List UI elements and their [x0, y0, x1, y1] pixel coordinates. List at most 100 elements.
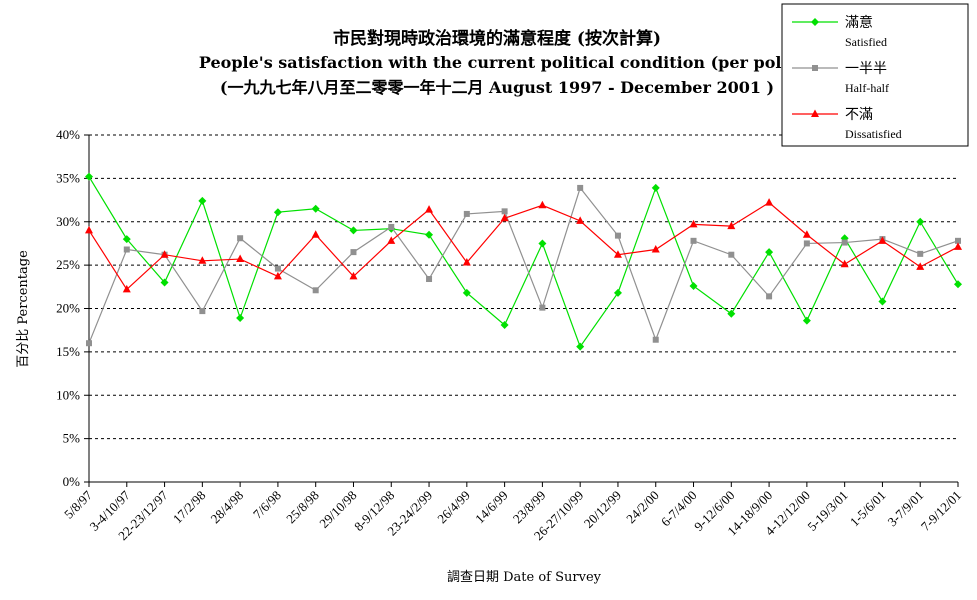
- chart-subtitle-period: (一九九七年八月至二零零一年十二月 August 1997 - December…: [220, 78, 774, 97]
- y-tick-label: 20%: [56, 301, 80, 316]
- series-dissatisfied: [85, 198, 962, 293]
- data-point: [312, 287, 319, 294]
- data-point: [651, 245, 660, 253]
- legend-label: 不滿: [845, 107, 873, 123]
- data-point: [311, 230, 320, 238]
- data-point: [388, 223, 395, 230]
- data-point: [613, 288, 622, 297]
- data-point: [237, 235, 244, 242]
- legend-marker: [812, 65, 818, 71]
- data-point: [577, 184, 584, 191]
- data-point: [765, 248, 774, 257]
- legend-item: 一半半 Half-half: [792, 61, 889, 95]
- data-point: [840, 259, 849, 268]
- data-point: [917, 250, 924, 257]
- data-point: [916, 262, 925, 270]
- data-point: [916, 217, 925, 226]
- y-tick-label: 35%: [56, 170, 80, 185]
- data-point: [841, 239, 848, 246]
- data-point: [199, 308, 206, 315]
- y-tick-label: 15%: [56, 344, 80, 359]
- y-tick-label: 0%: [63, 474, 81, 489]
- data-point: [727, 309, 736, 318]
- series-area: [85, 172, 962, 351]
- data-point: [350, 249, 357, 256]
- y-tick-label: 25%: [56, 257, 80, 272]
- data-point: [122, 284, 131, 293]
- data-point: [802, 316, 811, 325]
- x-axis-label: 調查日期 Date of Survey: [447, 570, 602, 585]
- data-point: [273, 208, 282, 217]
- series-line: [88, 176, 959, 348]
- data-point: [690, 237, 697, 244]
- data-point: [803, 240, 810, 247]
- data-point: [500, 320, 509, 329]
- data-point: [501, 208, 508, 215]
- data-point: [349, 271, 358, 280]
- data-point: [689, 219, 698, 228]
- data-point: [651, 183, 660, 192]
- data-point: [274, 265, 281, 272]
- data-point: [689, 281, 698, 290]
- data-point: [86, 340, 92, 347]
- y-tick-label: 30%: [56, 214, 80, 229]
- legend-item: 不滿 Dissatisfied: [792, 107, 902, 141]
- data-point: [765, 198, 774, 206]
- legend-marker: [811, 109, 819, 117]
- data-point: [425, 205, 434, 213]
- legend-label: 一半半: [845, 61, 887, 77]
- data-point: [122, 235, 131, 244]
- legend-label: 滿意: [845, 14, 873, 31]
- data-point: [802, 230, 811, 238]
- chart-title: 市民對現時政治環境的滿意程度 (按次計算): [333, 28, 661, 49]
- y-axis-label: 百分比 Percentage: [16, 250, 31, 368]
- data-point: [538, 200, 547, 209]
- legend-items: 滿意 Satisfied 一半半 Half-half 不滿 Dissatisfied: [792, 14, 902, 141]
- data-point: [766, 293, 773, 300]
- legend-label-en: Dissatisfied: [845, 127, 902, 141]
- data-point: [727, 221, 736, 230]
- data-point: [387, 236, 396, 244]
- legend: 滿意 Satisfied 一半半 Half-half 不滿 Dissatisfied: [781, 3, 969, 147]
- data-point: [160, 278, 169, 287]
- data-point: [954, 242, 962, 250]
- data-point: [198, 256, 207, 264]
- data-point: [614, 232, 621, 239]
- legend-label-en: Satisfied: [845, 35, 887, 49]
- axes: [84, 134, 959, 487]
- y-tick-labels: 0% 5% 10% 15% 20% 25% 30% 35% 40%: [56, 127, 80, 489]
- data-point: [463, 210, 470, 217]
- data-point: [198, 196, 207, 205]
- data-point: [462, 258, 471, 266]
- series-line: [88, 201, 959, 291]
- data-point: [85, 225, 93, 234]
- series-half-half: [86, 184, 961, 347]
- data-point: [539, 304, 546, 311]
- data-point: [878, 236, 887, 244]
- data-point: [954, 280, 962, 289]
- data-point: [160, 250, 169, 258]
- series-satisfied: [85, 172, 962, 351]
- data-point: [955, 237, 961, 244]
- data-point: [425, 230, 434, 239]
- series-line: [88, 186, 959, 344]
- data-point: [85, 172, 93, 181]
- legend-box: [781, 3, 969, 147]
- data-point: [236, 254, 245, 263]
- data-point: [500, 213, 509, 222]
- chart-subtitle: People's satisfaction with the current p…: [199, 53, 795, 72]
- data-point: [652, 336, 659, 343]
- data-point: [123, 246, 130, 253]
- data-point: [878, 297, 887, 306]
- legend-label-en: Half-half: [845, 81, 889, 95]
- data-point: [273, 271, 282, 280]
- data-point: [426, 276, 433, 283]
- y-tick-label: 10%: [56, 387, 80, 402]
- data-point: [728, 251, 735, 258]
- data-point: [538, 239, 547, 248]
- data-point: [236, 314, 245, 323]
- data-point: [576, 342, 585, 351]
- legend-item: 滿意 Satisfied: [792, 14, 887, 49]
- data-point: [576, 216, 585, 224]
